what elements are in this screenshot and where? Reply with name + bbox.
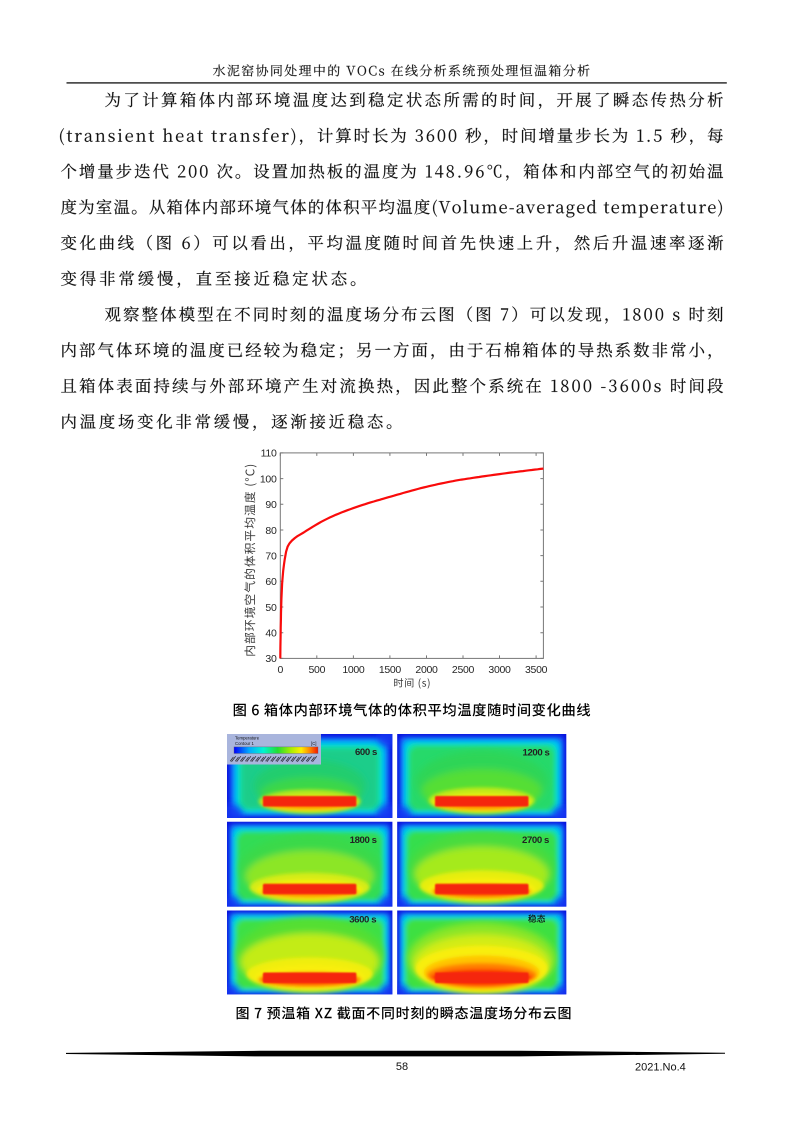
svg-text:1800 s: 1800 s <box>350 835 377 846</box>
svg-text:58: 58 <box>396 1061 408 1073</box>
svg-text:2000: 2000 <box>415 664 438 676</box>
svg-text:1200 s: 1200 s <box>523 747 550 758</box>
svg-text:50: 50 <box>265 602 277 614</box>
svg-text:90: 90 <box>265 499 277 511</box>
svg-text:3600 s: 3600 s <box>349 915 376 926</box>
svg-text:2700 s: 2700 s <box>522 835 549 846</box>
svg-text:3500: 3500 <box>525 664 548 676</box>
svg-text:80: 80 <box>265 525 277 537</box>
svg-text:[C]: [C] <box>311 741 317 746</box>
svg-text:110: 110 <box>261 448 277 460</box>
svg-text:Temperature: Temperature <box>235 736 260 741</box>
svg-text:1500: 1500 <box>379 664 402 676</box>
svg-text:100: 100 <box>260 473 277 485</box>
svg-text:30: 30 <box>265 653 277 665</box>
svg-text:0: 0 <box>278 664 284 676</box>
svg-text:Contour 1: Contour 1 <box>235 741 254 746</box>
svg-text:1000: 1000 <box>342 664 365 676</box>
svg-text:70: 70 <box>265 550 277 562</box>
svg-text:2021.No.4: 2021.No.4 <box>635 1061 686 1073</box>
svg-text:3000: 3000 <box>488 664 511 676</box>
svg-text:2500: 2500 <box>452 664 475 676</box>
svg-text:500: 500 <box>308 664 325 676</box>
svg-text:40: 40 <box>265 628 277 640</box>
svg-text:60: 60 <box>265 576 277 588</box>
svg-text:600 s: 600 s <box>355 747 377 758</box>
